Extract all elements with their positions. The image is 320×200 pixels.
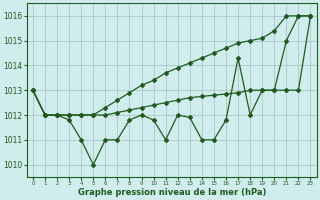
X-axis label: Graphe pression niveau de la mer (hPa): Graphe pression niveau de la mer (hPa) — [77, 188, 266, 197]
